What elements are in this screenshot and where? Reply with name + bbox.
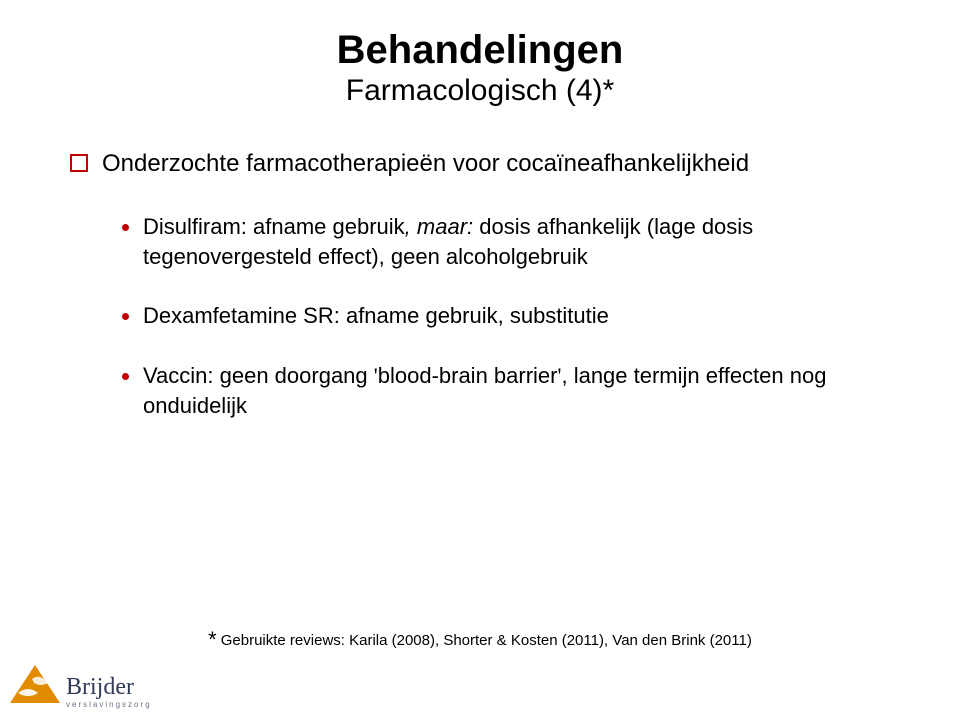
brijder-logo: Brijder verslavingszorg: [10, 665, 152, 709]
bullet-dot-icon: [122, 373, 129, 380]
slide-subtitle: Farmacologisch (4)*: [0, 74, 960, 108]
logo-name: Brijder: [66, 675, 152, 699]
logo-tagline: verslavingszorg: [66, 701, 152, 709]
title-area: Behandelingen Farmacologisch (4)*: [0, 0, 960, 108]
lead-row: Onderzochte farmacotherapieën voor cocaï…: [70, 150, 890, 178]
content-area: Onderzochte farmacotherapieën voor cocaï…: [70, 150, 890, 420]
item-mid: blood-brain barrier: [378, 363, 558, 388]
footnote: *Gebruikte reviews: Karila (2008), Short…: [0, 627, 960, 653]
logo-text-block: Brijder verslavingszorg: [66, 675, 152, 709]
list-item: Vaccin: geen doorgang 'blood-brain barri…: [122, 361, 890, 420]
slide: Behandelingen Farmacologisch (4)* Onderz…: [0, 0, 960, 719]
open-box-bullet-icon: [70, 154, 88, 172]
sub-list: Disulfiram: afname gebruik, maar: dosis …: [122, 212, 890, 420]
item-text: Disulfiram: afname gebruik, maar: dosis …: [143, 212, 890, 271]
item-bold: Disulfiram: afname gebruik: [143, 214, 405, 239]
item-italic: , maar:: [405, 214, 473, 239]
lead-text: Onderzochte farmacotherapieën voor cocaï…: [102, 150, 749, 178]
item-bold: Vaccin: geen doorgang: [143, 363, 374, 388]
logo-triangle-icon: [10, 665, 60, 709]
item-bold: Dexamfetamine SR: afname gebruik, substi…: [143, 303, 609, 328]
list-item: Dexamfetamine SR: afname gebruik, substi…: [122, 301, 890, 331]
slide-title: Behandelingen: [0, 28, 960, 72]
bullet-dot-icon: [122, 224, 129, 231]
list-item: Disulfiram: afname gebruik, maar: dosis …: [122, 212, 890, 271]
item-text: Vaccin: geen doorgang 'blood-brain barri…: [143, 361, 890, 420]
bullet-dot-icon: [122, 313, 129, 320]
item-text: Dexamfetamine SR: afname gebruik, substi…: [143, 301, 609, 331]
footnote-star: *: [208, 627, 217, 652]
footnote-text: Gebruikte reviews: Karila (2008), Shorte…: [221, 632, 752, 649]
